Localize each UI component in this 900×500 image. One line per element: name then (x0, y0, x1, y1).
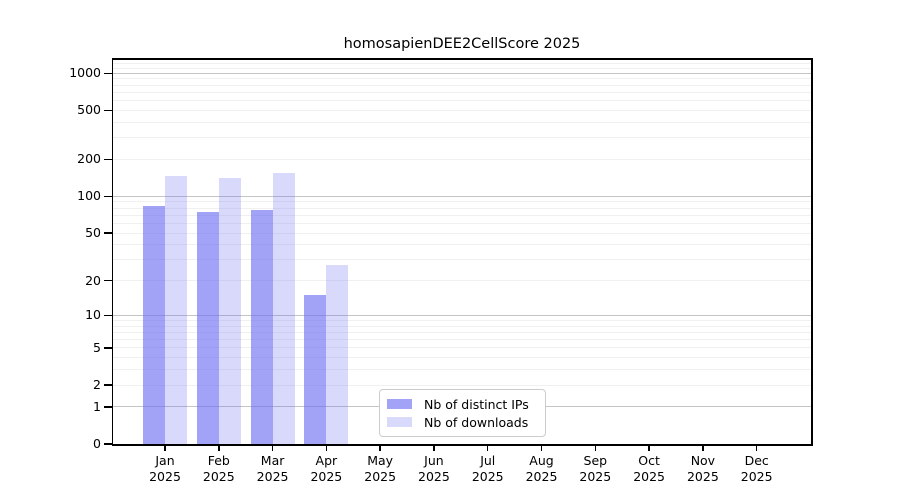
bar-jan-distinct-ips (143, 206, 165, 444)
y-tick-mark-1000 (103, 72, 112, 75)
gridline-70 (113, 214, 811, 216)
x-tick-mark-dec (755, 445, 758, 451)
gridline-10 (113, 314, 811, 316)
legend-item-distinct-ips: Nb of distinct IPs (387, 397, 537, 412)
x-tick-label-sep: Sep 2025 (579, 453, 612, 484)
y-tick-label-200: 200 (77, 151, 101, 167)
y-tick-mark-1 (103, 406, 112, 408)
gridline-400 (113, 121, 811, 123)
bar-mar-downloads (272, 172, 295, 444)
gridline-200 (113, 158, 811, 160)
y-tick-mark-10 (103, 314, 112, 317)
x-tick-label-jan: Jan 2025 (149, 453, 181, 484)
gridline-1200 (113, 63, 811, 65)
x-tick-mark-mar (271, 445, 274, 451)
y-tick-label-50: 50 (85, 225, 101, 241)
plot-border-right (811, 58, 813, 446)
gridline-4 (113, 357, 811, 359)
x-tick-mark-jul (486, 445, 489, 451)
x-tick-mark-sep (594, 445, 597, 451)
y-tick-label-1: 1 (93, 398, 101, 414)
x-tick-label-jul: Jul 2025 (471, 453, 504, 484)
y-tick-label-5: 5 (93, 339, 101, 355)
legend-swatch-distinct-ips (387, 399, 412, 409)
y-tick-label-0: 0 (93, 436, 101, 451)
y-tick-label-100: 100 (77, 188, 101, 204)
x-tick-label-mar: Mar 2025 (256, 453, 289, 484)
x-tick-mark-apr (325, 445, 328, 451)
y-tick-mark-500 (103, 109, 112, 112)
gridline-90 (113, 201, 811, 203)
bar-jan-downloads (165, 175, 187, 444)
x-tick-mark-jun (433, 445, 435, 451)
legend-label-distinct-ips: Nb of distinct IPs (424, 396, 529, 412)
bar-feb-downloads (218, 178, 241, 444)
gridline-5 (113, 347, 811, 349)
y-tick-mark-50 (103, 232, 112, 234)
gridline-800 (113, 84, 811, 86)
bar-apr-distinct-ips (304, 295, 327, 444)
y-tick-mark-200 (103, 158, 112, 161)
y-tick-label-2: 2 (93, 377, 101, 393)
x-tick-mark-oct (648, 445, 650, 451)
bar-feb-distinct-ips (196, 211, 219, 444)
x-tick-label-apr: Apr 2025 (310, 453, 343, 484)
y-tick-mark-2 (103, 384, 112, 386)
plot-area (113, 59, 811, 444)
x-tick-mark-aug (540, 445, 543, 451)
legend: Nb of distinct IPs Nb of downloads (379, 389, 546, 437)
y-tick-mark-20 (103, 279, 112, 282)
x-tick-mark-may (379, 445, 381, 451)
x-tick-mark-jan (164, 445, 166, 451)
x-tick-label-nov: Nov 2025 (686, 453, 719, 484)
x-tick-label-dec: Dec 2025 (740, 453, 773, 484)
y-tick-mark-5 (103, 347, 112, 349)
gridline-9 (113, 319, 811, 321)
plot-border-top (111, 58, 813, 60)
y-tick-label-1000: 1000 (69, 65, 101, 81)
gridline-6 (113, 339, 811, 341)
x-tick-mark-feb (218, 445, 220, 451)
legend-label-downloads: Nb of downloads (424, 414, 529, 430)
gridline-8 (113, 325, 811, 327)
chart-title: homosapienDEE2CellScore 2025 (343, 36, 581, 52)
gridline-900 (113, 78, 811, 80)
y-tick-label-20: 20 (85, 272, 101, 288)
gridline-500 (113, 109, 811, 111)
gridline-40 (113, 244, 811, 246)
x-tick-label-may: May 2025 (364, 453, 397, 484)
gridline-80 (113, 207, 811, 209)
gridline-600 (113, 100, 811, 102)
plot-border-left (111, 58, 113, 446)
gridline-1000 (113, 72, 811, 74)
legend-item-downloads: Nb of downloads (387, 415, 537, 430)
gridline-2 (113, 384, 811, 386)
y-tick-mark-100 (103, 195, 112, 198)
y-tick-mark-0 (103, 443, 112, 445)
x-tick-mark-nov (702, 445, 704, 451)
x-tick-label-oct: Oct 2025 (633, 453, 666, 484)
gridline-3 (113, 369, 811, 371)
gridline-50 (113, 232, 811, 234)
legend-swatch-downloads (387, 417, 412, 427)
gridline-30 (113, 259, 811, 261)
y-tick-label-10: 10 (85, 307, 101, 323)
gridline-7 (113, 331, 811, 333)
x-tick-label-aug: Aug 2025 (525, 453, 558, 484)
gridline-60 (113, 222, 811, 224)
gridline-700 (113, 91, 811, 93)
y-tick-label-500: 500 (77, 102, 101, 118)
bar-apr-downloads (326, 265, 349, 444)
plot-border-bottom (111, 444, 813, 446)
x-tick-label-jun: Jun 2025 (418, 453, 450, 484)
gridline-300 (113, 137, 811, 139)
x-tick-label-feb: Feb 2025 (202, 453, 235, 484)
bar-mar-distinct-ips (250, 209, 273, 444)
gridline-100 (113, 195, 811, 197)
gridline-1100 (113, 67, 811, 69)
gridline-20 (113, 280, 811, 282)
